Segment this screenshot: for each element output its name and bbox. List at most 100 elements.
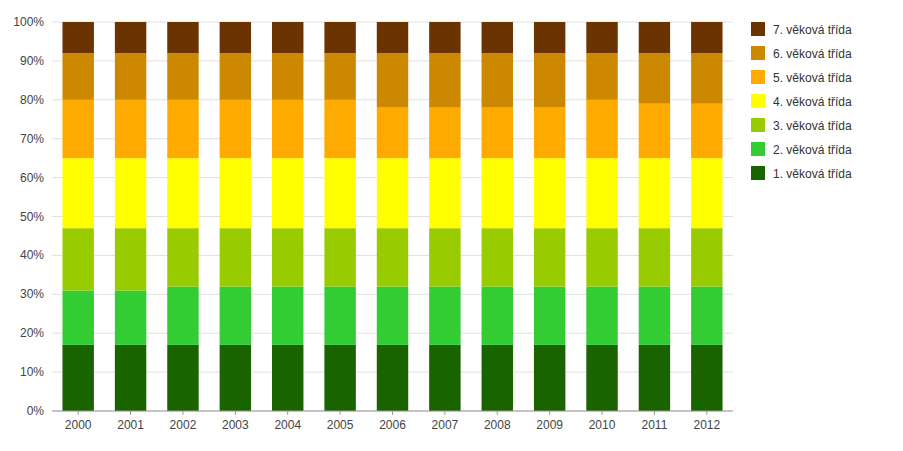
bar-segment (167, 228, 198, 286)
bar-segment (220, 158, 251, 228)
x-tick-label: 2012 (693, 418, 720, 432)
y-tick-label: 100% (13, 15, 44, 29)
bar-segment (272, 100, 303, 158)
bar-segment (639, 158, 670, 228)
bar-segment (691, 345, 722, 411)
bar-segment (482, 228, 513, 286)
bar-segment (167, 345, 198, 411)
bar-segment (482, 22, 513, 53)
x-tick-label: 2000 (65, 418, 92, 432)
bar-segment (534, 158, 565, 228)
bar-segment (324, 158, 355, 228)
bar-segment (691, 104, 722, 158)
bar-segment (62, 53, 93, 100)
bar-segment (377, 228, 408, 286)
bar-segment (115, 290, 146, 344)
y-tick-label: 20% (20, 326, 44, 340)
bar-segment (62, 345, 93, 411)
y-tick-label: 70% (20, 132, 44, 146)
x-tick-label: 2002 (170, 418, 197, 432)
series-bars (62, 228, 722, 290)
series-bars (62, 100, 722, 158)
bar-segment (639, 287, 670, 345)
x-tick (340, 411, 341, 415)
x-tick-label: 2004 (274, 418, 301, 432)
legend-label: 6. věková třída (773, 47, 852, 61)
chart-svg: 0%10%20%30%40%50%60%70%80%90%100%2000200… (0, 0, 903, 451)
x-tick (182, 411, 183, 415)
y-tick-label: 40% (20, 248, 44, 262)
series-bars (62, 158, 722, 228)
bar-segment (62, 158, 93, 228)
bar-segment (272, 53, 303, 100)
x-tick-label: 2011 (642, 418, 668, 432)
bar-segment (167, 53, 198, 100)
bar-segment (586, 22, 617, 53)
x-tick (444, 411, 445, 415)
y-tick-label: 50% (20, 210, 44, 224)
bar-segment (324, 100, 355, 158)
bar-segment (115, 228, 146, 290)
x-tick (287, 411, 288, 415)
legend-label: 5. věková třída (773, 71, 852, 85)
x-tick-label: 2006 (379, 418, 406, 432)
x-tick (549, 411, 550, 415)
bar-segment (377, 53, 408, 107)
bar-segment (691, 158, 722, 228)
bar-segment (377, 22, 408, 53)
legend-swatch (751, 22, 765, 36)
x-axis: 2000200120022003200420052006200720082009… (52, 411, 733, 432)
x-tick (78, 411, 79, 415)
x-tick-label: 2008 (484, 418, 511, 432)
bar-segment (377, 287, 408, 345)
bar-segment (639, 104, 670, 158)
bar-segment (115, 53, 146, 100)
x-tick (130, 411, 131, 415)
bar-segment (167, 100, 198, 158)
bar-segment (62, 228, 93, 290)
legend-swatch (751, 70, 765, 84)
bar-segment (691, 228, 722, 286)
bar-segment (115, 158, 146, 228)
bar-segment (586, 287, 617, 345)
bar-segment (220, 22, 251, 53)
x-tick-label: 2005 (327, 418, 354, 432)
x-tick (497, 411, 498, 415)
y-tick-label: 80% (20, 93, 44, 107)
bar-segment (220, 100, 251, 158)
bar-segment (691, 53, 722, 104)
bar-segment (691, 22, 722, 53)
bar-segment (639, 22, 670, 53)
bar-segment (482, 287, 513, 345)
x-tick (392, 411, 393, 415)
series-bars (62, 345, 722, 411)
y-tick-label: 90% (20, 54, 44, 68)
bar-segment (324, 22, 355, 53)
x-tick-label: 2001 (117, 418, 144, 432)
y-tick-label: 10% (20, 365, 44, 379)
y-tick-label: 60% (20, 171, 44, 185)
bar-segment (586, 100, 617, 158)
bar-segment (639, 345, 670, 411)
bar-segment (534, 345, 565, 411)
legend-swatch (751, 142, 765, 156)
bar-segment (377, 158, 408, 228)
bar-segment (324, 228, 355, 286)
x-tick-label: 2007 (432, 418, 459, 432)
bar-segment (482, 53, 513, 107)
bar-segment (534, 228, 565, 286)
legend-label: 7. věková třída (773, 23, 852, 37)
x-tick (706, 411, 707, 415)
series-bars (62, 22, 722, 53)
x-tick-label: 2009 (536, 418, 563, 432)
bar-segment (115, 100, 146, 158)
x-tick (602, 411, 603, 415)
legend-label: 2. věková třída (773, 143, 852, 157)
bar-segment (167, 22, 198, 53)
bar-segment (220, 287, 251, 345)
bar-segment (272, 345, 303, 411)
chart-container: 0%10%20%30%40%50%60%70%80%90%100%2000200… (0, 0, 903, 451)
bar-segment (482, 108, 513, 159)
bar-segment (377, 108, 408, 159)
bar-segment (534, 22, 565, 53)
